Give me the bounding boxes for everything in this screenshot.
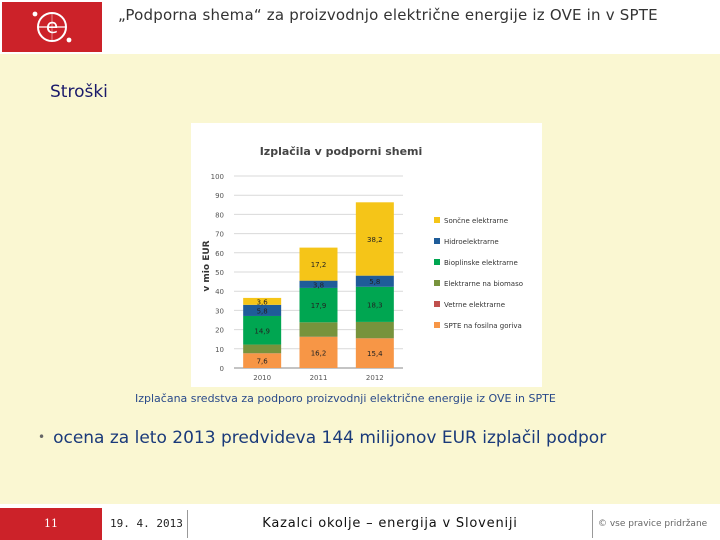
data-label: 17,2 [311,261,327,269]
footer-title: Kazalci okolje – energija v Sloveniji [262,516,518,531]
bullet-point: • ocena za leto 2013 predvideva 144 milij… [38,428,606,448]
legend-swatch [434,238,440,244]
bar-segment [299,287,338,323]
legend-swatch [434,259,440,265]
y-tick-label: 40 [215,288,224,296]
slide-footer [0,508,720,540]
y-tick-label: 10 [215,346,224,354]
legend-label: Vetrne elektrarne [444,301,505,309]
y-tick-label: 70 [215,231,224,239]
footer-divider [187,510,188,538]
bar-segment [299,280,338,288]
bullet-dot-icon: • [38,430,46,444]
y-tick-label: 50 [215,269,224,277]
bar-segment [355,321,394,339]
data-label: 3,6 [257,298,269,306]
bar-segment [355,286,394,322]
bar-segment [243,353,282,368]
slide-title: „Podporna shema“ za proizvodnjo električ… [118,6,658,24]
bar-segment [243,344,282,354]
data-label: 5,8 [257,307,268,315]
svg-text:e: e [46,14,58,38]
legend-label: Hidroelektrarne [444,238,499,246]
data-label: 14,9 [254,327,270,335]
legend-swatch [434,322,440,328]
y-tick-label: 100 [211,173,224,181]
legend-label: Bioplinske elektrarne [444,259,518,267]
legend-label: SPTE na fosilna goriva [444,322,522,330]
y-tick-label: 30 [215,307,224,315]
footer-date: 19. 4. 2013 [110,517,183,530]
x-tick-label: 2012 [366,374,384,382]
slide-header: e „Podporna shema“ za proizvodnjo elektr… [0,0,720,54]
data-label: 7,6 [257,358,269,366]
data-label: 3,8 [313,281,324,289]
bar-segment [299,336,338,368]
chart-y-axis-label: v mio EUR [202,240,212,291]
bar-segment [243,297,282,305]
legend-label: Sončne elektrarne [444,217,508,225]
x-tick-label: 2011 [310,374,328,382]
chart-title: Izplačila v podporni shemi [260,145,423,158]
e-logo-icon: e [2,2,102,52]
bar-segment [355,202,394,276]
footer-copyright: © vse pravice pridržane [598,519,708,529]
footer-divider [592,510,593,538]
data-label: 15,4 [367,350,383,358]
data-label: 5,8 [369,278,380,286]
chart-panel: Izplačila v podporni shemi v mio EUR 0 10… [191,123,542,387]
bar-segment [355,338,394,368]
y-tick-label: 90 [215,192,224,200]
data-label: 18,3 [367,301,383,309]
data-label: 16,2 [311,349,327,357]
stacked-bar-chart: Izplačila v podporni shemi v mio EUR 0 10… [202,145,523,382]
y-tick-label: 80 [215,211,224,219]
data-label: 17,9 [311,302,327,310]
page-number: 11 [0,508,102,540]
y-tick-label: 60 [215,250,224,258]
bar-segment [299,247,338,281]
bar-segment [299,322,338,337]
chart-caption: Izplačana sredstva za podporo proizvodnj… [135,392,556,405]
y-tick-label: 20 [215,327,224,335]
x-tick-label: 2010 [253,374,271,382]
section-title: Stroški [50,82,108,102]
bar-segment [243,304,282,316]
legend-label: Elektrarne na biomaso [444,280,523,288]
data-label: 38,2 [367,236,383,244]
legend-swatch [434,280,440,286]
legend-swatch [434,301,440,307]
bar-segment [243,315,282,345]
y-tick-label: 0 [220,365,224,373]
bar-segment [355,275,394,287]
legend-swatch [434,217,440,223]
bullet-text: ocena za leto 2013 predvideva 144 milijo… [53,428,607,448]
